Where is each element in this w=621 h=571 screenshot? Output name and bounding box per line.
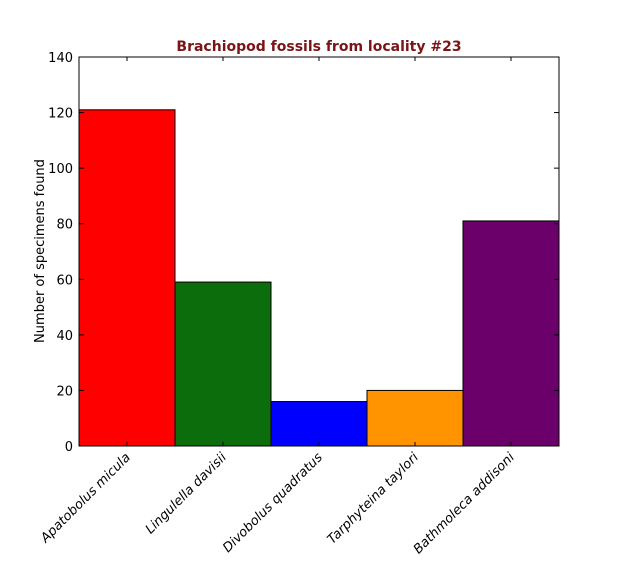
y-tick-label: 40 [56, 329, 73, 344]
y-axis-label: Number of specimens found [33, 159, 48, 343]
bar-1 [78, 109, 176, 447]
y-tick-label: 100 [48, 162, 73, 177]
x-tick-label: Divobolus quadratus [220, 450, 326, 556]
y-tick-label: 80 [56, 218, 73, 233]
y-tick-label: 140 [48, 51, 73, 66]
plot-frame [78, 56, 560, 447]
x-tick-label: Lingulella davisii [143, 450, 230, 537]
bar-4 [366, 389, 464, 447]
y-tick-label: 120 [48, 107, 73, 122]
chart-title: Brachiopod fossils from locality #23 [176, 39, 461, 55]
y-tick-label: 60 [56, 273, 73, 288]
x-tick-label: Bathmoleca addisoni [411, 450, 518, 557]
bar-2 [174, 281, 272, 447]
bar-5 [462, 220, 560, 447]
y-tick-label: 0 [65, 440, 73, 455]
bar-3 [270, 401, 368, 447]
y-axis-ticks: 0 20 40 60 80 100 120 140 [48, 51, 559, 455]
x-tick-label: Tarphyteina taylori [325, 450, 422, 547]
x-tick-label: Apatobolus micula [37, 450, 133, 546]
bars-group [78, 109, 560, 447]
y-tick-label: 20 [56, 384, 73, 399]
